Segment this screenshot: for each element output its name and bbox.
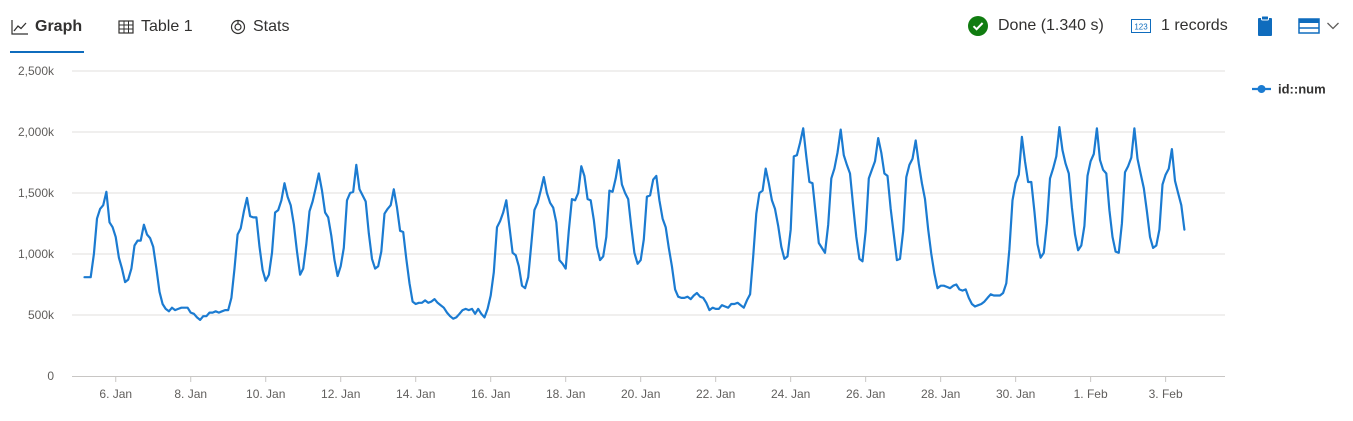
y-tick-label: 2,500k [18, 64, 55, 78]
x-tick-label: 6. Jan [99, 387, 132, 401]
top-bar: Graph Table 1 Stats Done (1.340 s) 123 1… [0, 0, 1353, 56]
x-tick-label: 12. Jan [321, 387, 360, 401]
tab-table-1-label: Table 1 [141, 18, 193, 35]
chevron-down-icon [1326, 21, 1340, 31]
legend-marker [1257, 85, 1266, 93]
x-tick-label: 22. Jan [696, 387, 735, 401]
tab-table-1[interactable]: Table 1 [117, 0, 193, 54]
query-status: Done (1.340 s) [968, 0, 1104, 52]
x-tick-label: 14. Jan [396, 387, 435, 401]
x-tick-label: 18. Jan [546, 387, 585, 401]
check-circle-icon [968, 16, 988, 36]
y-tick-label: 500k [28, 308, 55, 322]
x-tick-label: 1. Feb [1074, 387, 1108, 401]
x-tick-label: 8. Jan [174, 387, 207, 401]
clipboard-button[interactable] [1254, 12, 1276, 40]
line-chart-icon [11, 18, 29, 36]
x-tick-label: 16. Jan [471, 387, 510, 401]
records-text: 1 records [1161, 17, 1228, 34]
records-count: 123 1 records [1131, 0, 1228, 52]
x-tick-label: 28. Jan [921, 387, 960, 401]
legend[interactable]: id::num [1252, 82, 1326, 97]
number-list-icon: 123 [1131, 19, 1151, 33]
tab-stats[interactable]: Stats [229, 0, 289, 54]
x-tick-label: 10. Jan [246, 387, 285, 401]
tab-graph-label: Graph [35, 18, 83, 35]
x-tick-label: 26. Jan [846, 387, 885, 401]
svg-text:123: 123 [1134, 23, 1148, 32]
stats-icon [229, 18, 247, 36]
grid [72, 70, 1225, 316]
table-icon [117, 18, 135, 36]
y-axis: 0 500k 1,000k 1,500k 2,000k 2,500k [18, 64, 55, 383]
x-tick-label: 20. Jan [621, 387, 660, 401]
x-tick-label: 24. Jan [771, 387, 810, 401]
tab-stats-label: Stats [253, 18, 290, 35]
y-tick-label: 1,000k [18, 247, 55, 261]
tab-graph[interactable]: Graph [11, 0, 82, 54]
y-tick-label: 2,000k [18, 125, 55, 139]
y-tick-label: 1,500k [18, 186, 55, 200]
layout-icon [1298, 18, 1320, 34]
y-tick-label: 0 [47, 369, 54, 383]
line-chart: 0 500k 1,000k 1,500k 2,000k 2,500k 6. Jan 8. J… [18, 64, 1326, 401]
tab-active-indicator [10, 51, 84, 53]
clipboard-icon [1257, 15, 1273, 37]
status-text: Done (1.340 s) [998, 17, 1104, 34]
legend-label: id::num [1278, 82, 1326, 97]
series-line[interactable] [83, 126, 1186, 321]
x-axis: 6. Jan 8. Jan 10. Jan 12. Jan 14. Jan 16. Jan… [99, 376, 1183, 401]
view-layout-dropdown[interactable] [1296, 12, 1342, 40]
x-tick-label: 30. Jan [996, 387, 1035, 401]
x-tick-label: 3. Feb [1149, 387, 1183, 401]
